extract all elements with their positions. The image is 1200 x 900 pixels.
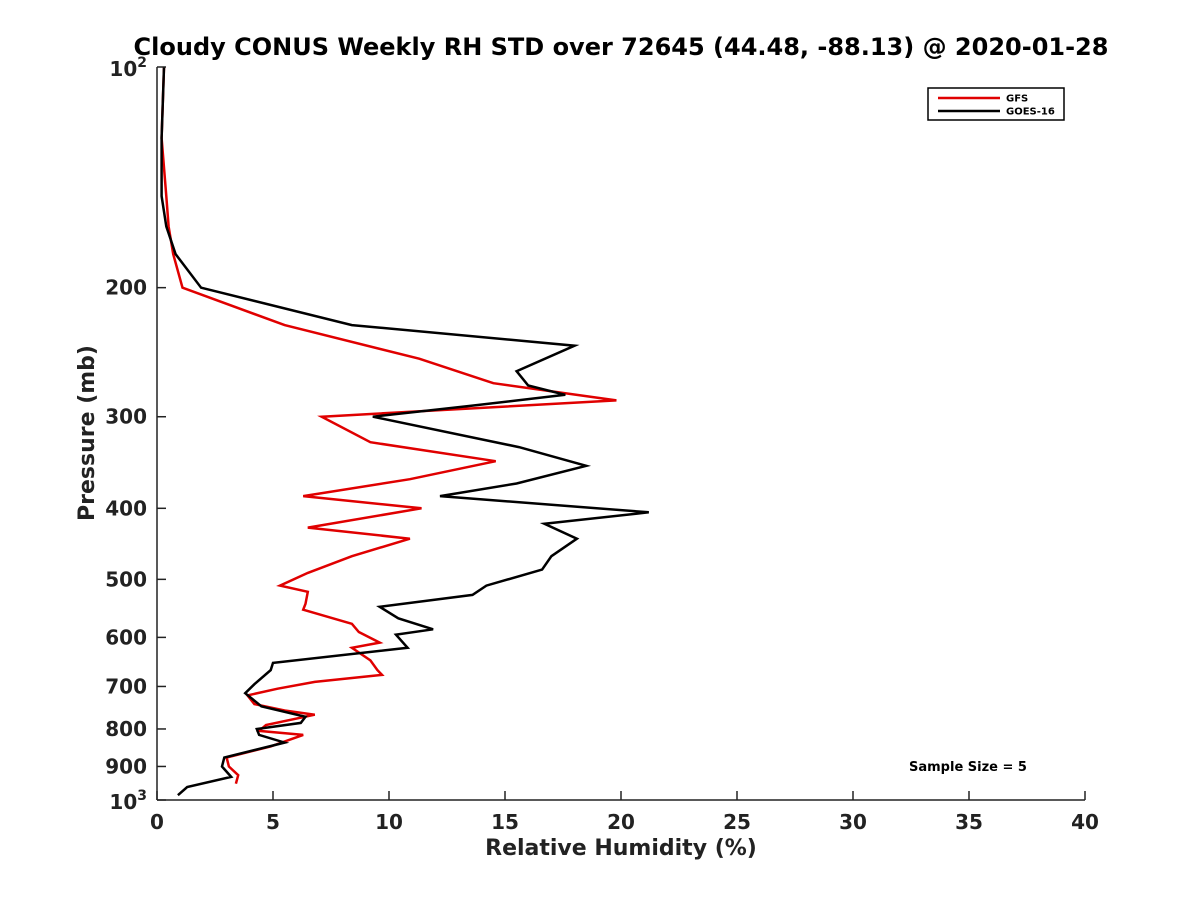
y-tick-label: 400 [105, 496, 147, 520]
y-tick-label: 700 [105, 674, 147, 698]
x-tick-label: 0 [150, 810, 164, 834]
y-tick-label: 900 [105, 754, 147, 778]
sample-size-annotation: Sample Size = 5 [909, 760, 1027, 775]
x-tick-label: 20 [607, 810, 635, 834]
x-tick-label: 25 [723, 810, 751, 834]
legend: GFS GOES-16 [927, 87, 1065, 121]
legend-label: GOES-16 [1006, 107, 1055, 118]
chart-title: Cloudy CONUS Weekly RH STD over 72645 (4… [134, 33, 1109, 61]
series-line-gfs [160, 66, 617, 785]
y-tick-label: 300 [105, 405, 147, 429]
y-tick-label: 600 [105, 625, 147, 649]
y-tick-label: 500 [105, 567, 147, 591]
legend-box [927, 87, 1065, 121]
series-line-goes-16 [160, 66, 649, 797]
x-tick-label: 30 [839, 810, 867, 834]
x-tick-label: 35 [955, 810, 983, 834]
x-tick-label: 10 [375, 810, 403, 834]
y-tick-label: 200 [105, 276, 147, 300]
y-tick-label: 102 [109, 55, 147, 81]
y-axis-label: Pressure (mb) [75, 345, 100, 521]
y-tick-label: 800 [105, 717, 147, 741]
y-tick-label: 103 [109, 788, 147, 814]
x-tick-label: 40 [1071, 810, 1099, 834]
y-axis-ticks: 102 200 300 400 500 600 700 800 900 103 [105, 55, 166, 814]
x-tick-label: 5 [266, 810, 280, 834]
x-axis-ticks: 0 5 10 15 20 25 30 35 40 [150, 791, 1099, 834]
x-tick-label: 15 [491, 810, 519, 834]
legend-label: GFS [1006, 94, 1028, 105]
x-axis-label: Relative Humidity (%) [485, 836, 757, 861]
